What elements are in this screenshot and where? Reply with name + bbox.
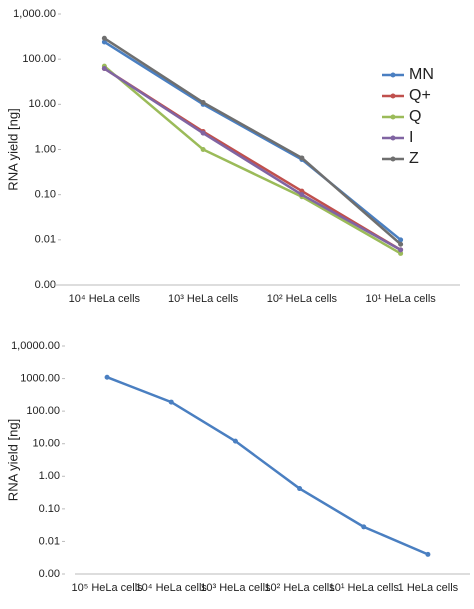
y-axis-label: RNA yield [ng] <box>5 108 20 190</box>
y-tick-label: 10.00 <box>28 98 56 110</box>
y-tick-label: 0.10 <box>35 189 56 201</box>
y-tick-label: 1,000.00 <box>13 8 56 20</box>
data-point <box>361 524 367 530</box>
data-point <box>200 130 206 136</box>
data-point <box>398 250 404 256</box>
y-tick-label: 0.01 <box>39 535 60 547</box>
legend-marker <box>390 72 396 78</box>
series-line <box>103 67 402 251</box>
y-tick-label: 1000.00 <box>20 372 60 384</box>
data-point <box>101 39 107 45</box>
data-point <box>200 147 206 152</box>
y-axis-label: RNA yield [ng] <box>5 419 20 501</box>
legend-label: Z <box>409 150 419 167</box>
data-point <box>232 438 238 444</box>
x-tick-label: 10² HeLa cells <box>264 582 335 594</box>
legend-label: I <box>409 129 413 146</box>
x-tick-label: 10⁴ HeLa cells <box>136 582 208 594</box>
legend-label: Q+ <box>409 87 431 104</box>
y-tick-label: 10.00 <box>32 438 60 450</box>
data-point <box>297 486 303 492</box>
y-tick-label: 1.00 <box>39 470 60 482</box>
series-line <box>103 65 402 255</box>
y-tick-label: 0.01 <box>35 234 56 246</box>
data-point <box>398 247 404 253</box>
x-tick-label: 1 HeLa cells <box>398 582 459 594</box>
data-point <box>168 399 174 405</box>
data-point <box>101 35 107 41</box>
data-point <box>299 155 305 161</box>
legend-marker <box>390 114 396 120</box>
series-line <box>103 67 402 251</box>
x-tick-label: 10¹ HeLa cells <box>329 582 400 594</box>
y-tick-label: 0.00 <box>39 568 60 580</box>
data-point <box>104 374 110 380</box>
x-tick-label: 10⁴ HeLa cells <box>69 293 141 305</box>
y-tick-label: 0.10 <box>39 503 60 515</box>
x-tick-label: 10¹ HeLa cells <box>365 293 436 305</box>
data-point <box>101 66 107 72</box>
x-tick-label: 10⁵ HeLa cells <box>71 582 143 594</box>
legend-marker <box>390 156 396 162</box>
y-tick-label: 1.00 <box>35 143 56 155</box>
legend-marker <box>390 135 396 141</box>
series-line <box>103 37 402 246</box>
data-point <box>398 237 404 243</box>
data-point <box>425 551 431 557</box>
data-point <box>200 99 206 105</box>
x-tick-label: 10³ HeLa cells <box>200 582 271 594</box>
data-point <box>299 188 305 194</box>
series-line <box>103 40 402 241</box>
legend-marker <box>390 93 396 99</box>
y-tick-label: 0.00 <box>35 279 56 291</box>
series-line <box>106 376 429 556</box>
legend-label: MN <box>409 66 434 83</box>
x-tick-label: 10² HeLa cells <box>267 293 338 305</box>
y-tick-label: 100.00 <box>26 405 60 417</box>
y-tick-label: 100.00 <box>22 53 56 65</box>
data-point <box>398 241 404 247</box>
data-point <box>299 192 305 198</box>
x-tick-label: 10³ HeLa cells <box>168 293 239 305</box>
legend-label: Q <box>409 108 421 125</box>
y-tick-label: 1,0000.00 <box>11 340 60 352</box>
